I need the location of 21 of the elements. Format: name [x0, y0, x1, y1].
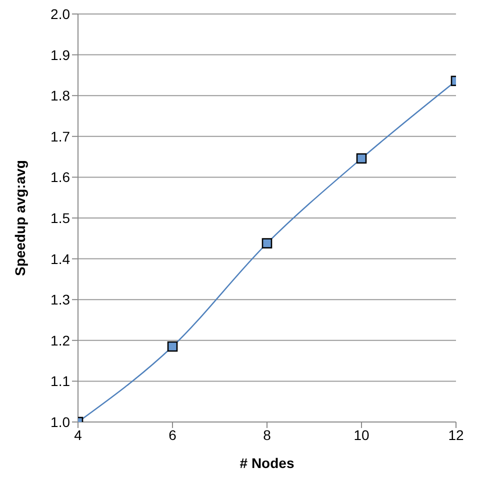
- y-tick-label: 1.5: [50, 210, 70, 226]
- point: [356, 153, 367, 164]
- y-tick-label: 1.9: [50, 46, 70, 63]
- y-tick-label: 1.2: [50, 332, 70, 348]
- y-tick-label: 1.3: [50, 292, 70, 308]
- y-tick-label: 2.0: [50, 6, 70, 22]
- y-tick-label: 1.1: [50, 373, 70, 390]
- point: [167, 341, 178, 352]
- x-axis-title: # Nodes: [240, 455, 294, 471]
- x-tick-label: 8: [263, 426, 272, 443]
- x-tick-label: 10: [354, 426, 370, 443]
- x-tick-label: 4: [74, 426, 82, 443]
- x-tick-label: 12: [448, 426, 464, 443]
- y-tick-label: 1.4: [50, 250, 70, 267]
- x-tick-label: 6: [168, 426, 177, 443]
- y-tick-label: 1.8: [50, 88, 70, 104]
- point: [262, 238, 272, 248]
- y-tick-label: 1.6: [50, 169, 70, 186]
- y-tick-label: 1.7: [50, 128, 70, 144]
- y-tick-label: 1.0: [50, 414, 70, 430]
- y-axis-title: Speedup avg:avg: [12, 160, 28, 276]
